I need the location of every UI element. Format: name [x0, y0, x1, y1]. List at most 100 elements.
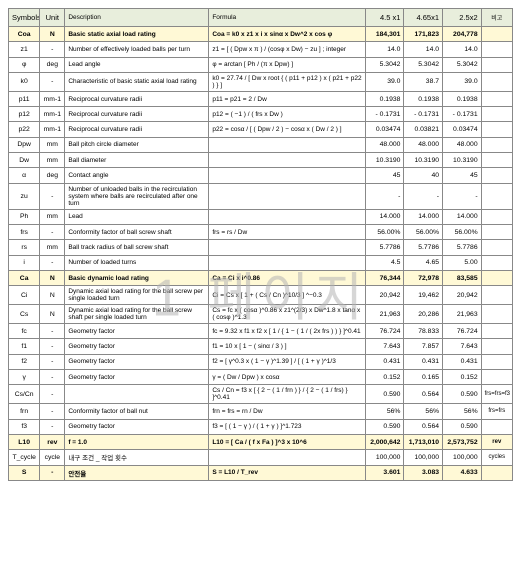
cell-val3: 0.03474: [443, 122, 482, 137]
cell-symbol: Ci: [9, 286, 40, 305]
table-row: DpwmmBall pitch circle diameter48.00048.…: [9, 137, 513, 152]
cell-val1: 76.724: [365, 324, 404, 339]
cell-val3: 2,573,752: [443, 434, 482, 449]
cell-val2: 14.0: [404, 42, 443, 57]
cell-unit: N: [40, 305, 65, 324]
cell-desc: Lead angle: [65, 57, 209, 72]
cell-symbol: Ph: [9, 209, 40, 224]
cell-formula: p22 = cosα / [ ( Dpw / 2 ) − cosα x ( Dw…: [209, 122, 366, 137]
table-row: fc-Geometry factorfc = 9.32 x f1 x f2 x …: [9, 324, 513, 339]
cell-val1: 76,344: [365, 270, 404, 285]
table-row: f1-Geometry factorf1 = 10 x [ 1 − ( sinα…: [9, 339, 513, 354]
cell-desc: Geometry factor: [65, 339, 209, 354]
table-row: γ-Geometry factorγ = ( Dw / Dpw ) x cosα…: [9, 370, 513, 385]
cell-desc: Number of loaded turns: [65, 255, 209, 270]
cell-unit: -: [40, 42, 65, 57]
cell-formula: f1 = 10 x [ 1 − ( sinα / 3 ) ]: [209, 339, 366, 354]
cell-note: [481, 339, 512, 354]
hdr-symbols: Symbols: [9, 9, 40, 27]
cell-val2: 14.000: [404, 209, 443, 224]
cell-unit: deg: [40, 57, 65, 72]
cell-desc: f = 1.0: [65, 434, 209, 449]
cell-val1: 0.431: [365, 354, 404, 369]
cell-desc: Reciprocal curvature radii: [65, 107, 209, 122]
cell-val2: - 0.1731: [404, 107, 443, 122]
cell-val3: -: [443, 183, 482, 209]
cell-symbol: rs: [9, 240, 40, 255]
cell-formula: [209, 240, 366, 255]
cell-unit: -: [40, 370, 65, 385]
cell-val2: -: [404, 183, 443, 209]
table-row: Cs/Cn-Cs / Cn = f3 x [ { 2 − ( 1 / frn )…: [9, 385, 513, 404]
cell-note: [481, 209, 512, 224]
cell-val1: 21,963: [365, 305, 404, 324]
cell-note: [481, 465, 512, 480]
cell-val3: 56%: [443, 404, 482, 419]
cell-desc: Conformity factor of ball nut: [65, 404, 209, 419]
cell-val2: 7.857: [404, 339, 443, 354]
cell-symbol: γ: [9, 370, 40, 385]
table-row: L10revf = 1.0L10 = [ Ca / ( f x Fa ) ]^3…: [9, 434, 513, 449]
cell-symbol: Dw: [9, 153, 40, 168]
cell-desc: Characteristic of basic static axial loa…: [65, 72, 209, 91]
table-row: z1-Number of effectively loaded balls pe…: [9, 42, 513, 57]
table-row: p22mm-1Reciprocal curvature radiip22 = c…: [9, 122, 513, 137]
cell-val2: 19,462: [404, 286, 443, 305]
cell-note: [481, 107, 512, 122]
cell-val1: 100,000: [365, 450, 404, 465]
cell-val1: 184,301: [365, 27, 404, 42]
cell-formula: Ci = Cs x [ 1 + ( Cs / Cn )^10/3 ] ^−0.3: [209, 286, 366, 305]
cell-formula: [209, 153, 366, 168]
header-row: Symbols Unit Description Formula 4.5 x1 …: [9, 9, 513, 27]
cell-desc: Reciprocal curvature radii: [65, 122, 209, 137]
cell-val2: 38.7: [404, 72, 443, 91]
cell-symbol: L10: [9, 434, 40, 449]
cell-val1: 10.3190: [365, 153, 404, 168]
cell-val2: 3.083: [404, 465, 443, 480]
cell-note: [481, 27, 512, 42]
cell-formula: [209, 255, 366, 270]
cell-val1: 39.0: [365, 72, 404, 91]
cell-val1: 4.5: [365, 255, 404, 270]
table-row: CoaNBasic static axial load ratingCoa = …: [9, 27, 513, 42]
cell-val3: 5.3042: [443, 57, 482, 72]
cell-desc: Ball diameter: [65, 153, 209, 168]
cell-val2: 0.1938: [404, 91, 443, 106]
table-row: f3-Geometry factorf3 = [ ( 1 − γ ) / ( 1…: [9, 419, 513, 434]
cell-val2: 5.7786: [404, 240, 443, 255]
cell-symbol: Ca: [9, 270, 40, 285]
cell-desc: Contact angle: [65, 168, 209, 183]
cell-val2: 48.000: [404, 137, 443, 152]
cell-note: [481, 255, 512, 270]
table-row: i-Number of loaded turns4.54.655.00: [9, 255, 513, 270]
cell-val1: 45: [365, 168, 404, 183]
cell-formula: frs = rs / Dw: [209, 224, 366, 239]
cell-val2: 72,978: [404, 270, 443, 285]
cell-desc: Lead: [65, 209, 209, 224]
cell-val1: 14.000: [365, 209, 404, 224]
cell-note: rev: [481, 434, 512, 449]
cell-val3: 5.7786: [443, 240, 482, 255]
hdr-desc: Description: [65, 9, 209, 27]
cell-desc: [65, 385, 209, 404]
cell-val3: 0.590: [443, 385, 482, 404]
cell-val1: 0.590: [365, 419, 404, 434]
cell-formula: [209, 183, 366, 209]
cell-symbol: p12: [9, 107, 40, 122]
cell-formula: S = L10 / T_rev: [209, 465, 366, 480]
cell-desc: Geometry factor: [65, 324, 209, 339]
cell-note: [481, 91, 512, 106]
cell-unit: mm: [40, 137, 65, 152]
cell-symbol: S: [9, 465, 40, 480]
table-row: CsNDynamic axial load rating for the bal…: [9, 305, 513, 324]
cell-val2: 56.00%: [404, 224, 443, 239]
cell-unit: -: [40, 183, 65, 209]
cell-formula: p11 = p21 = 2 / Dw: [209, 91, 366, 106]
cell-val3: 0.431: [443, 354, 482, 369]
cell-formula: p12 = ( −1 ) / ( frs x Dw ): [209, 107, 366, 122]
cell-val2: 0.431: [404, 354, 443, 369]
hdr-col2: 4.65x1: [404, 9, 443, 27]
cell-val2: 1,713,010: [404, 434, 443, 449]
cell-formula: f3 = [ ( 1 − γ ) / ( 1 + γ ) ]^1.723: [209, 419, 366, 434]
cell-symbol: f1: [9, 339, 40, 354]
